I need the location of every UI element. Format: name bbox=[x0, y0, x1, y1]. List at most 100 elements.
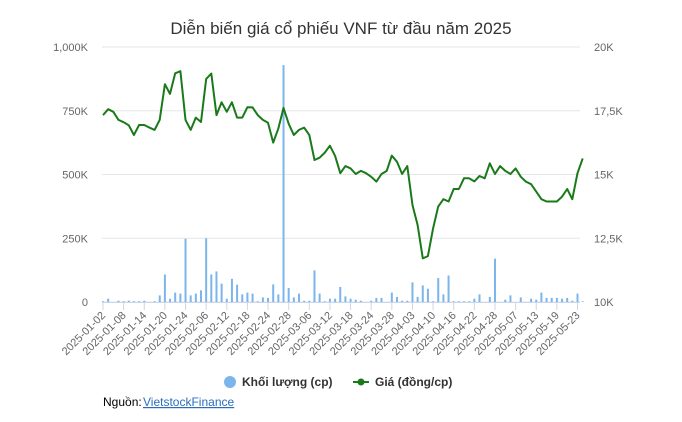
price-point[interactable] bbox=[101, 113, 105, 117]
price-point[interactable] bbox=[436, 205, 440, 209]
price-point[interactable] bbox=[256, 113, 260, 117]
price-point[interactable] bbox=[292, 133, 296, 137]
price-point[interactable] bbox=[581, 156, 585, 160]
price-point[interactable] bbox=[498, 164, 502, 168]
price-point[interactable] bbox=[570, 197, 574, 201]
volume-bar[interactable] bbox=[297, 293, 300, 302]
volume-bar[interactable] bbox=[493, 258, 496, 302]
volume-bar[interactable] bbox=[426, 288, 429, 302]
price-point[interactable] bbox=[462, 176, 466, 180]
volume-bar[interactable] bbox=[287, 287, 290, 302]
price-point[interactable] bbox=[163, 82, 167, 86]
price-point[interactable] bbox=[550, 200, 554, 204]
price-point[interactable] bbox=[194, 116, 198, 120]
price-point[interactable] bbox=[132, 133, 136, 137]
volume-bar[interactable] bbox=[189, 295, 192, 302]
price-point[interactable] bbox=[312, 158, 316, 162]
price-point[interactable] bbox=[127, 123, 131, 127]
volume-bar[interactable] bbox=[107, 298, 110, 302]
price-point[interactable] bbox=[189, 128, 193, 132]
price-point[interactable] bbox=[488, 161, 492, 165]
price-point[interactable] bbox=[390, 154, 394, 158]
volume-bar[interactable] bbox=[122, 301, 125, 302]
price-point[interactable] bbox=[122, 120, 126, 124]
price-point[interactable] bbox=[261, 118, 265, 122]
price-point[interactable] bbox=[539, 197, 543, 201]
price-point[interactable] bbox=[333, 154, 337, 158]
volume-bar[interactable] bbox=[303, 300, 306, 302]
price-point[interactable] bbox=[395, 160, 399, 164]
price-point[interactable] bbox=[441, 197, 445, 201]
price-point[interactable] bbox=[380, 172, 384, 176]
price-point[interactable] bbox=[576, 171, 580, 175]
price-point[interactable] bbox=[426, 254, 430, 258]
volume-bar[interactable] bbox=[421, 285, 424, 302]
volume-bar[interactable] bbox=[179, 293, 182, 302]
volume-bar[interactable] bbox=[174, 292, 177, 302]
price-point[interactable] bbox=[225, 110, 229, 114]
price-point[interactable] bbox=[374, 180, 378, 184]
price-point[interactable] bbox=[323, 151, 327, 155]
volume-bar[interactable] bbox=[241, 294, 244, 302]
volume-bar[interactable] bbox=[432, 301, 435, 302]
price-point[interactable] bbox=[534, 190, 538, 194]
price-point[interactable] bbox=[410, 203, 414, 207]
volume-bar[interactable] bbox=[437, 278, 440, 302]
price-point[interactable] bbox=[328, 144, 332, 148]
volume-bar[interactable] bbox=[292, 297, 295, 302]
volume-bar[interactable] bbox=[220, 283, 223, 302]
volume-bar[interactable] bbox=[463, 301, 466, 302]
volume-bar[interactable] bbox=[468, 301, 471, 302]
price-point[interactable] bbox=[111, 110, 115, 114]
price-point[interactable] bbox=[178, 69, 182, 73]
volume-bar[interactable] bbox=[452, 301, 455, 302]
price-point[interactable] bbox=[431, 226, 435, 230]
price-point[interactable] bbox=[199, 120, 203, 124]
volume-bar[interactable] bbox=[395, 296, 398, 302]
volume-bar[interactable] bbox=[323, 301, 326, 302]
volume-bar[interactable] bbox=[566, 297, 569, 302]
volume-bar[interactable] bbox=[334, 298, 337, 302]
volume-bar[interactable] bbox=[411, 282, 414, 302]
price-point[interactable] bbox=[354, 172, 358, 176]
volume-bar[interactable] bbox=[555, 297, 558, 302]
price-point[interactable] bbox=[142, 123, 146, 127]
price-point[interactable] bbox=[503, 169, 507, 173]
price-point[interactable] bbox=[400, 172, 404, 176]
volume-bar[interactable] bbox=[132, 301, 135, 302]
volume-bar[interactable] bbox=[282, 65, 285, 302]
volume-bar[interactable] bbox=[519, 297, 522, 302]
volume-bar[interactable] bbox=[194, 293, 197, 302]
price-point[interactable] bbox=[168, 92, 172, 96]
price-point[interactable] bbox=[173, 71, 177, 75]
volume-bar[interactable] bbox=[571, 300, 574, 302]
price-point[interactable] bbox=[271, 141, 275, 145]
price-point[interactable] bbox=[235, 116, 239, 120]
price-point[interactable] bbox=[421, 256, 425, 260]
volume-bar[interactable] bbox=[442, 294, 445, 302]
volume-bar[interactable] bbox=[328, 298, 331, 302]
volume-bar[interactable] bbox=[406, 300, 409, 302]
price-point[interactable] bbox=[343, 164, 347, 168]
legend-item-price[interactable]: Giá (đồng/cp) bbox=[353, 375, 452, 389]
price-point[interactable] bbox=[158, 118, 162, 122]
volume-bar[interactable] bbox=[318, 293, 321, 302]
price-point[interactable] bbox=[514, 166, 518, 170]
price-point[interactable] bbox=[282, 106, 286, 110]
volume-bar[interactable] bbox=[236, 284, 239, 302]
price-point[interactable] bbox=[276, 126, 280, 130]
volume-bar[interactable] bbox=[339, 286, 342, 302]
price-point[interactable] bbox=[405, 164, 409, 168]
price-point[interactable] bbox=[251, 105, 255, 109]
volume-bar[interactable] bbox=[550, 297, 553, 302]
price-point[interactable] bbox=[565, 187, 569, 191]
volume-bar[interactable] bbox=[163, 274, 166, 302]
price-point[interactable] bbox=[478, 174, 482, 178]
volume-bar[interactable] bbox=[416, 296, 419, 302]
price-point[interactable] bbox=[230, 100, 234, 104]
price-point[interactable] bbox=[209, 72, 213, 76]
price-point[interactable] bbox=[106, 107, 110, 111]
volume-bar[interactable] bbox=[478, 294, 481, 302]
volume-bar[interactable] bbox=[153, 301, 156, 302]
volume-bar[interactable] bbox=[313, 270, 316, 302]
